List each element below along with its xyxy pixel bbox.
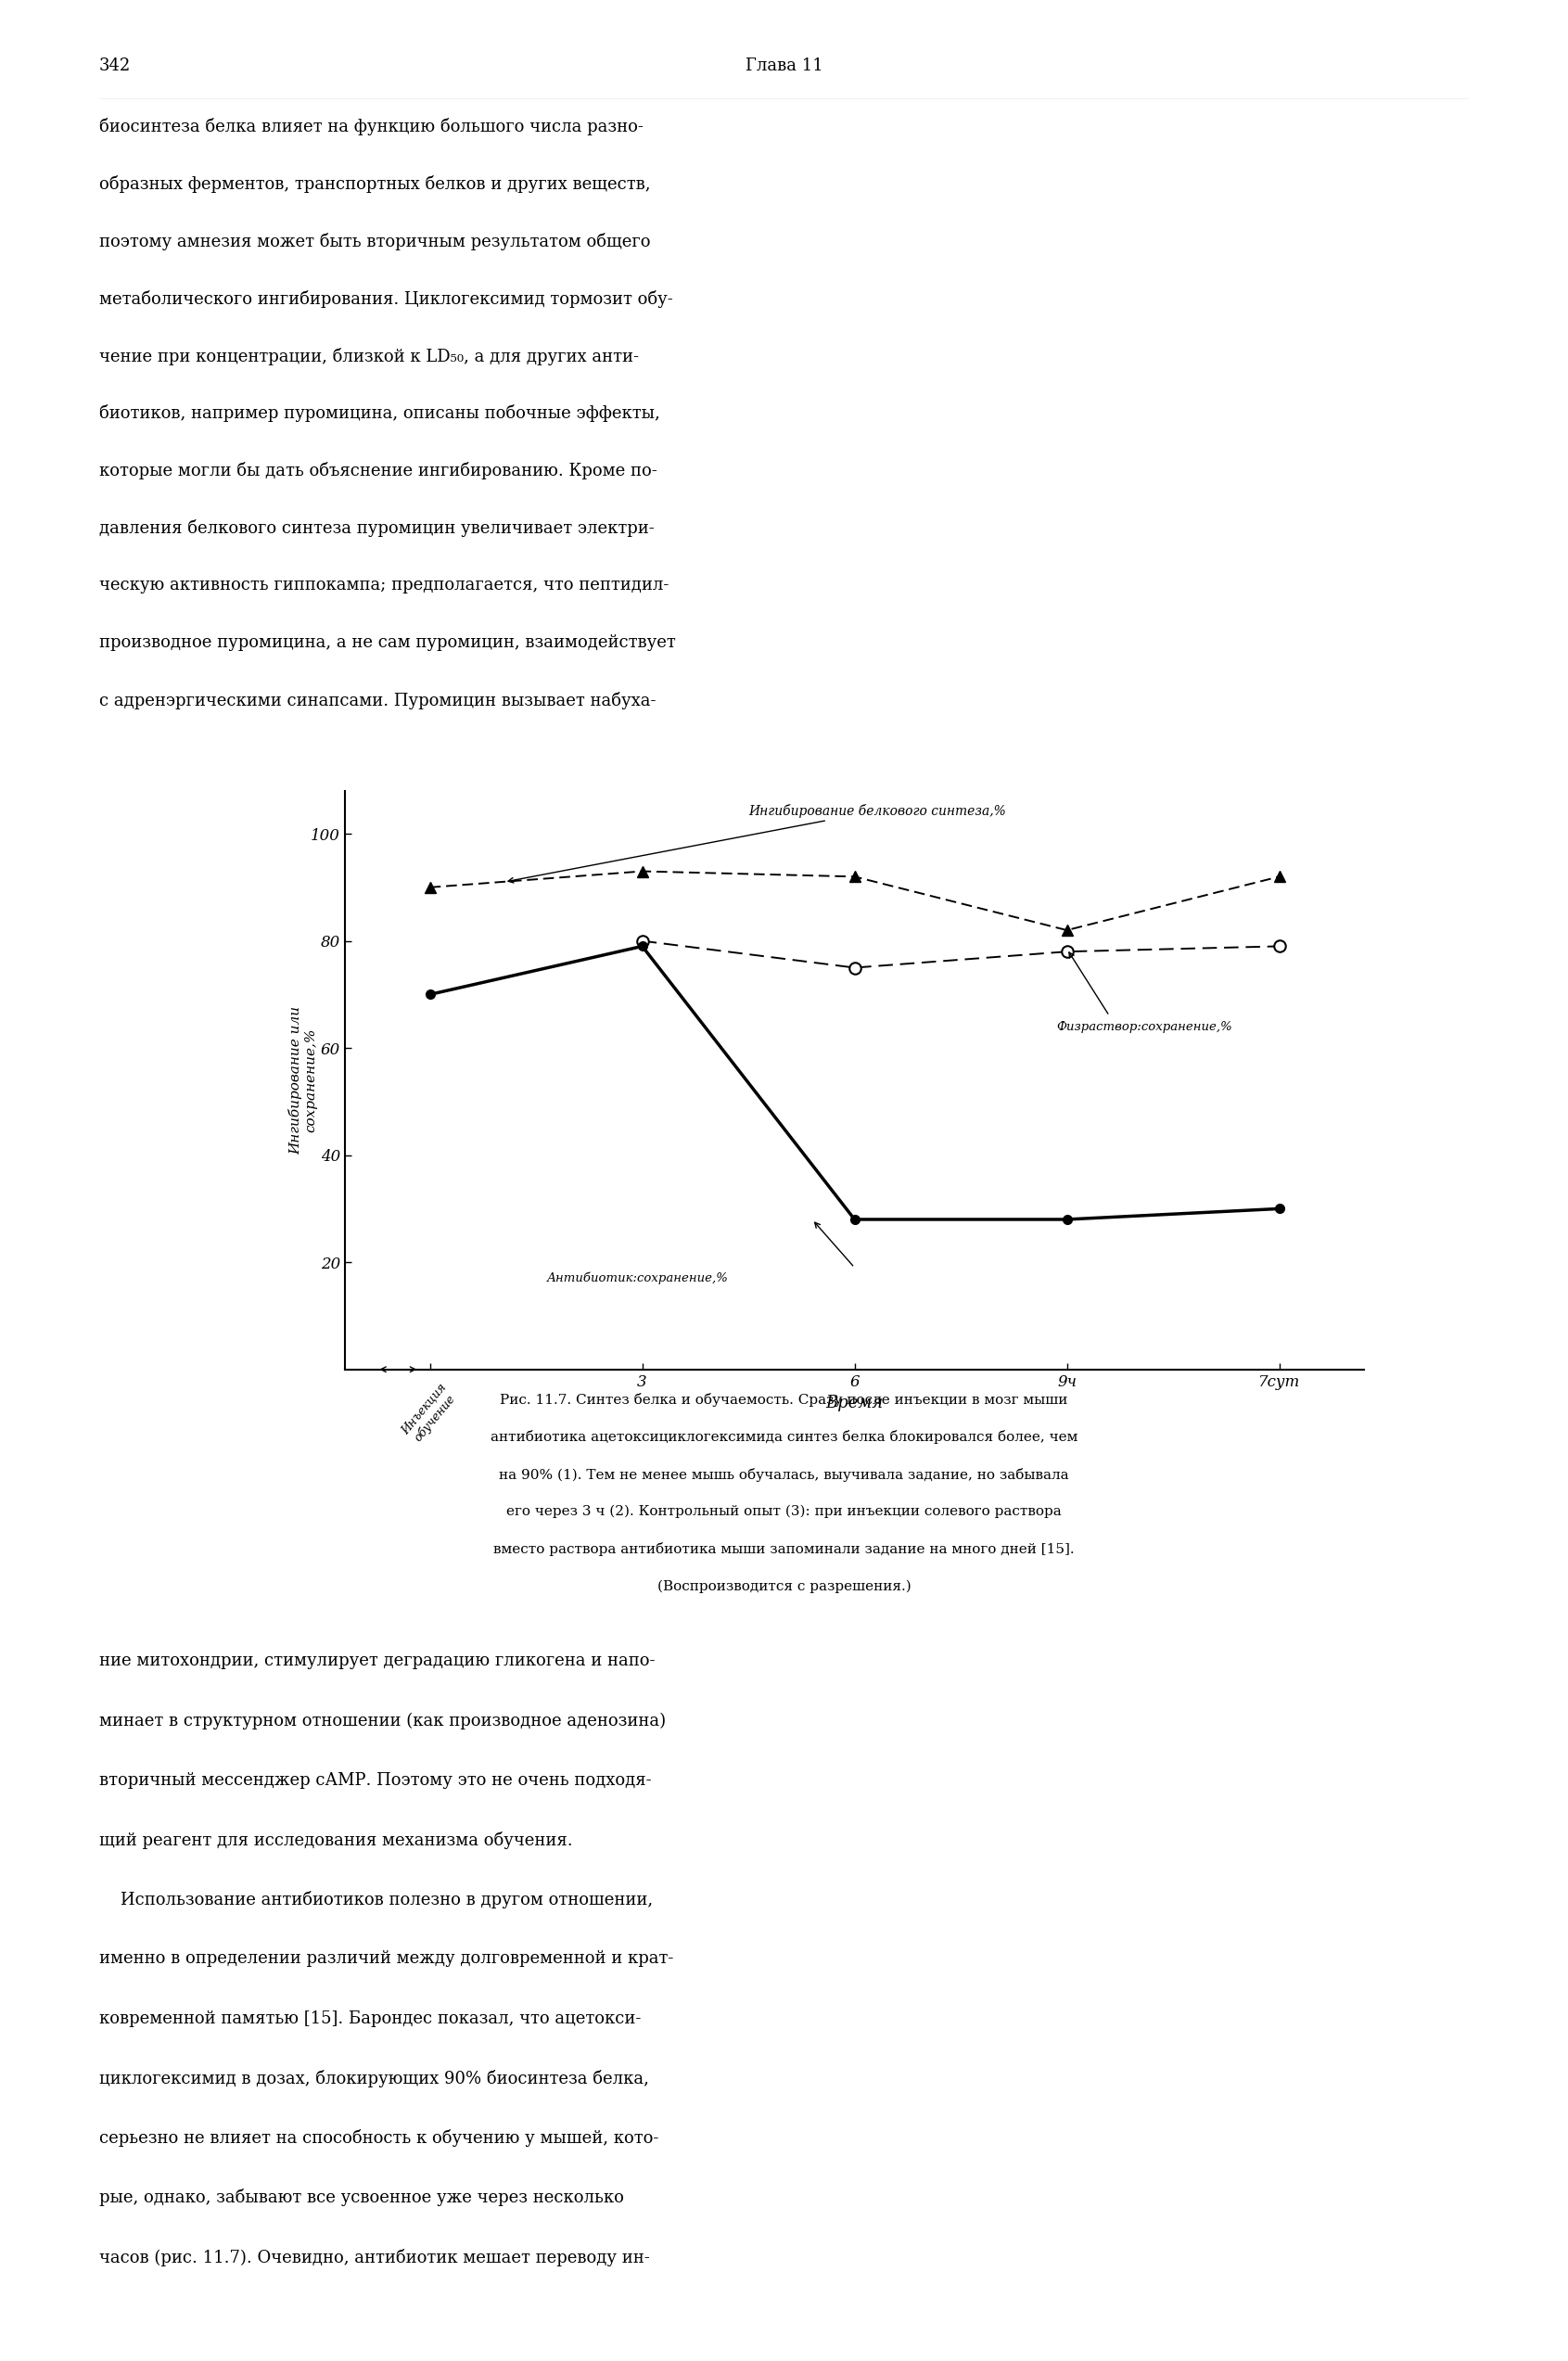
Text: минает в структурном отношении (как производное аденозина): минает в структурном отношении (как прои… (99, 1712, 665, 1728)
Text: Рис. 11.7. Синтез белка и обучаемость. Сразу после инъекции в мозг мыши: Рис. 11.7. Синтез белка и обучаемость. С… (500, 1393, 1068, 1407)
Text: антибиотика ацетоксициклогексимида синтез белка блокировался более, чем: антибиотика ацетоксициклогексимида синте… (491, 1431, 1077, 1445)
Text: образных ферментов, транспортных белков и других веществ,: образных ферментов, транспортных белков … (99, 175, 651, 194)
Text: часов (рис. 11.7). Очевидно, антибиотик мешает переводу ин-: часов (рис. 11.7). Очевидно, антибиотик … (99, 2248, 649, 2267)
Text: ковременной памятью [15]. Барондес показал, что ацетокси-: ковременной памятью [15]. Барондес показ… (99, 2009, 641, 2026)
Text: его через 3 ч (2). Контрольный опыт (3): при инъекции солевого раствора: его через 3 ч (2). Контрольный опыт (3):… (506, 1506, 1062, 1518)
Text: которые могли бы дать объяснение ингибированию. Кроме по-: которые могли бы дать объяснение ингибир… (99, 463, 657, 479)
Text: вместо раствора антибиотика мыши запоминали задание на много дней [15].: вместо раствора антибиотика мыши запомин… (494, 1542, 1074, 1556)
Text: поэтому амнезия может быть вторичным результатом общего: поэтому амнезия может быть вторичным рез… (99, 234, 651, 250)
Text: на 90% (1). Тем не менее мышь обучалась, выучивала задание, но забывала: на 90% (1). Тем не менее мышь обучалась,… (499, 1469, 1069, 1483)
Text: вторичный мессенджер сАМР. Поэтому это не очень подходя-: вторичный мессенджер сАМР. Поэтому это н… (99, 1771, 651, 1790)
Text: ческую активность гиппокампа; предполагается, что пептидил-: ческую активность гиппокампа; предполага… (99, 576, 668, 593)
Text: (Воспроизводится с разрешения.): (Воспроизводится с разрешения.) (657, 1580, 911, 1594)
Text: циклогексимид в дозах, блокирующих 90% биосинтеза белка,: циклогексимид в дозах, блокирующих 90% б… (99, 2071, 649, 2087)
Text: ние митохондрии, стимулирует деградацию гликогена и напо-: ние митохондрии, стимулирует деградацию … (99, 1653, 655, 1669)
Text: именно в определении различий между долговременной и крат-: именно в определении различий между долг… (99, 1950, 673, 1967)
Text: метаболического ингибирования. Циклогексимид тормозит обу-: метаболического ингибирования. Циклогекс… (99, 290, 673, 307)
Text: щий реагент для исследования механизма обучения.: щий реагент для исследования механизма о… (99, 1832, 572, 1849)
Text: Антибиотик:сохранение,%: Антибиотик:сохранение,% (547, 1273, 728, 1284)
Text: чение при концентрации, близкой к LD₅₀, а для других анти-: чение при концентрации, близкой к LD₅₀, … (99, 347, 638, 366)
Text: 342: 342 (99, 57, 130, 76)
X-axis label: Время: Время (826, 1395, 883, 1412)
Text: давления белкового синтеза пуромицин увеличивает электри-: давления белкового синтеза пуромицин уве… (99, 519, 654, 536)
Y-axis label: Ингибирование или
сохранение,%: Ингибирование или сохранение,% (289, 1006, 318, 1155)
Text: Ингибирование белкового синтеза,%: Ингибирование белкового синтеза,% (508, 803, 1007, 883)
Text: рые, однако, забывают все усвоенное уже через несколько: рые, однако, забывают все усвоенное уже … (99, 2189, 624, 2208)
Text: биотиков, например пуромицина, описаны побочные эффекты,: биотиков, например пуромицина, описаны п… (99, 404, 660, 423)
Text: производное пуромицина, а не сам пуромицин, взаимодействует: производное пуромицина, а не сам пуромиц… (99, 635, 676, 652)
Text: Использование антибиотиков полезно в другом отношении,: Использование антибиотиков полезно в дру… (99, 1891, 652, 1908)
Text: биосинтеза белка влияет на функцию большого числа разно-: биосинтеза белка влияет на функцию больш… (99, 118, 643, 135)
Text: Инъекция
обучение: Инъекция обучение (400, 1381, 459, 1445)
Text: серьезно не влияет на способность к обучению у мышей, кото-: серьезно не влияет на способность к обуч… (99, 2130, 659, 2146)
Text: Глава 11: Глава 11 (745, 57, 823, 76)
Text: с адренэргическими синапсами. Пуромицин вызывает набуха-: с адренэргическими синапсами. Пуромицин … (99, 692, 655, 708)
Text: Физраствор:сохранение,%: Физраствор:сохранение,% (1057, 1020, 1232, 1032)
